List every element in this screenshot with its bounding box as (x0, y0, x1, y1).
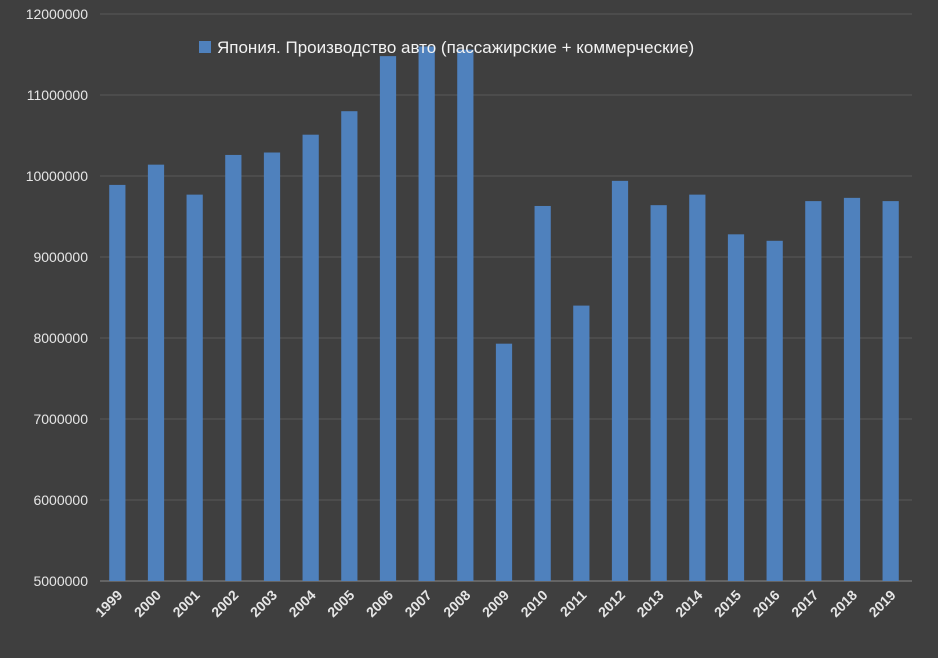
x-tick-label: 2010 (517, 587, 550, 620)
x-tick-label: 2005 (324, 587, 357, 620)
x-tick-label: 1999 (92, 587, 125, 620)
x-tick-label: 2016 (749, 587, 782, 620)
x-tick-label: 2004 (285, 587, 318, 620)
bar-2013 (650, 205, 667, 581)
bar-2016 (766, 240, 783, 582)
x-tick-label: 2000 (131, 587, 164, 620)
x-tick-label: 2009 (479, 587, 512, 620)
bar-2019 (882, 201, 899, 582)
legend-swatch (199, 41, 211, 53)
x-tick-label: 2011 (557, 587, 590, 620)
y-axis-ticks: 5000000 6000000 7000000 8000000 9000000 10000… (26, 6, 89, 589)
bar-2015 (727, 234, 745, 581)
bar-2007 (418, 46, 435, 581)
x-tick-label: 2007 (401, 587, 434, 620)
bars (109, 46, 899, 582)
x-tick-label: 2012 (595, 587, 628, 620)
bar-2001 (186, 194, 203, 581)
x-tick-label: 2015 (711, 587, 744, 620)
y-tick-label: 5000000 (33, 573, 88, 589)
x-tick-label: 2002 (208, 587, 241, 620)
x-tick-label: 2001 (169, 587, 202, 620)
bar-2004 (302, 134, 319, 581)
x-tick-label: 2006 (363, 587, 396, 620)
legend-label: Япония. Производство авто (пассажирские … (217, 38, 694, 57)
x-tick-label: 2003 (247, 587, 280, 620)
y-tick-label: 10000000 (26, 168, 89, 184)
x-tick-label: 2014 (672, 587, 705, 620)
x-tick-label: 2017 (788, 587, 821, 620)
bar-2002 (225, 154, 242, 581)
bar-2003 (263, 152, 281, 581)
bar-2011 (573, 305, 590, 581)
bar-2008 (457, 49, 474, 581)
x-tick-label: 2013 (633, 587, 666, 620)
x-tick-label: 2018 (827, 587, 860, 620)
bar-2017 (805, 201, 822, 582)
y-tick-label: 12000000 (26, 6, 89, 22)
x-tick-label: 2008 (440, 587, 473, 620)
y-tick-label: 11000000 (27, 87, 88, 103)
bar-2010 (534, 205, 551, 581)
bar-2000 (147, 164, 165, 581)
bar-2005 (341, 111, 358, 581)
bar-2018 (843, 197, 861, 581)
y-tick-label: 9000000 (33, 249, 88, 265)
x-tick-label: 2019 (865, 587, 898, 620)
x-axis-ticks: 1999 2000 2001 2002 2003 2004 2005 2006 2007 2008… (92, 587, 899, 620)
bar-2014 (689, 194, 706, 581)
bar-2006 (379, 56, 397, 582)
y-tick-label: 8000000 (33, 330, 88, 346)
bar-2009 (495, 343, 513, 581)
bar-1999 (109, 184, 126, 581)
legend: Япония. Производство авто (пассажирские … (199, 38, 694, 57)
bar-2012 (611, 180, 629, 582)
y-tick-label: 7000000 (33, 411, 88, 427)
y-tick-label: 6000000 (33, 492, 88, 508)
